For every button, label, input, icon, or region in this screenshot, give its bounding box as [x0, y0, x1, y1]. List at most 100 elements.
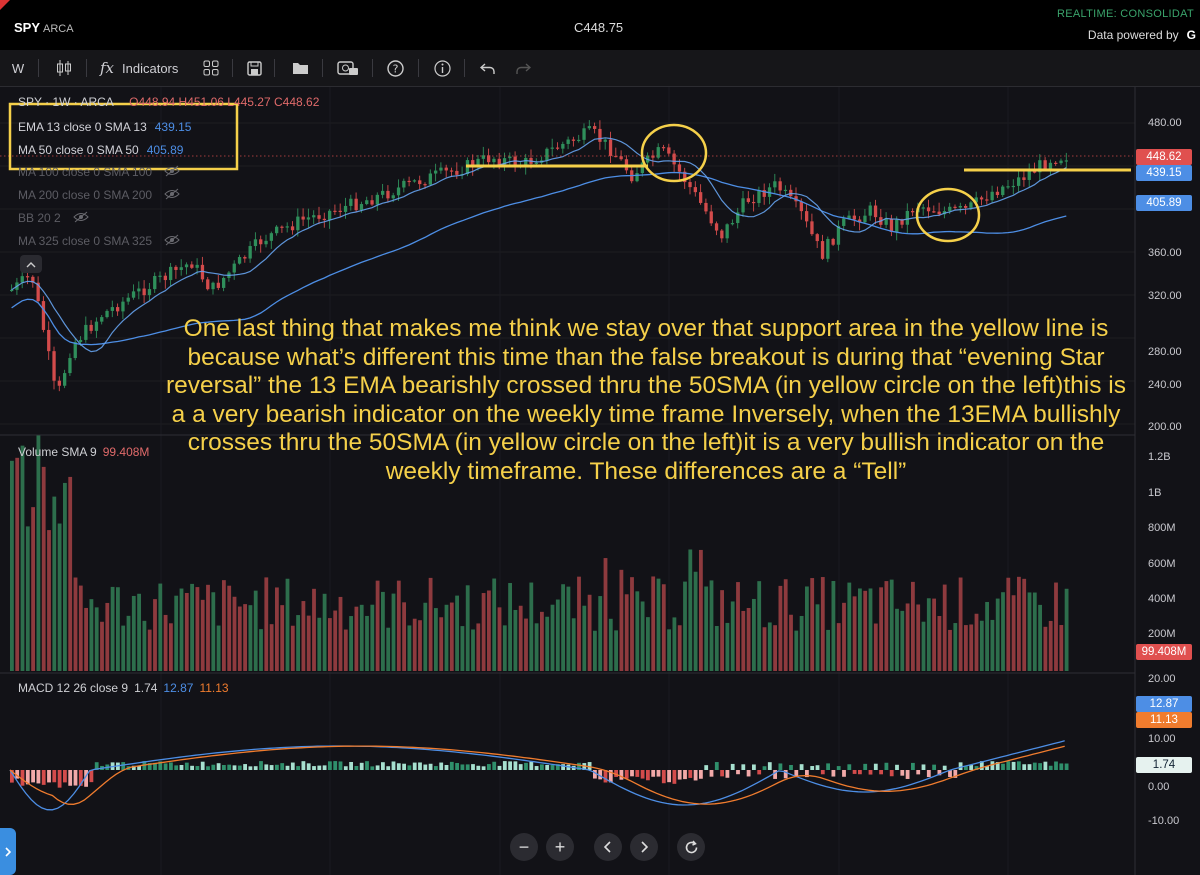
candle-body: [974, 197, 978, 203]
histogram-bar: [1064, 763, 1069, 770]
toolbar-divider: [86, 59, 87, 77]
chevron-left-icon: [604, 841, 611, 853]
indicator-bb[interactable]: BB 20 2: [18, 211, 89, 226]
histogram-bar: [555, 764, 560, 770]
volume-bar: [31, 507, 35, 671]
collapse-legend-button[interactable]: [20, 255, 42, 273]
volume-bar: [169, 623, 173, 671]
volume-bar: [619, 569, 624, 671]
templates-icon[interactable]: [202, 58, 220, 78]
candle-body: [492, 158, 496, 163]
folder-icon[interactable]: [291, 58, 309, 78]
candle-body: [1043, 160, 1047, 170]
volume-bar: [354, 606, 359, 671]
volume-bar: [757, 581, 762, 671]
volume-legend[interactable]: Volume SMA 9 99.408M: [18, 445, 150, 459]
hidden-eye-icon[interactable]: [164, 234, 180, 249]
histogram-bar: [953, 770, 958, 778]
indicator-ema13[interactable]: EMA 13 close 0 SMA 13 439.15: [18, 120, 192, 134]
scroll-left-button[interactable]: [594, 833, 622, 861]
volume-bar: [518, 605, 523, 671]
volume-bar: [1048, 620, 1053, 671]
symbol-title[interactable]: SPY ARCA: [14, 20, 74, 35]
candle-body: [799, 201, 803, 212]
histogram-bar: [52, 770, 57, 783]
candle-body: [449, 170, 454, 172]
histogram-bar: [619, 770, 624, 780]
indicator-ma325[interactable]: MA 325 close 0 SMA 325: [18, 234, 180, 249]
volume-bar: [73, 577, 78, 671]
volume-bar: [964, 625, 968, 671]
histogram-bar: [1059, 763, 1064, 770]
save-icon[interactable]: [246, 58, 262, 78]
indicator-ma100[interactable]: MA 100 close 0 SMA 100: [18, 165, 180, 180]
volume-bar: [783, 579, 788, 671]
volume-bar: [529, 582, 534, 671]
scroll-right-button[interactable]: [630, 833, 658, 861]
back-corner-icon[interactable]: [0, 0, 10, 10]
candle-body: [1022, 177, 1026, 180]
help-icon[interactable]: ?: [386, 58, 404, 78]
histogram-bar: [746, 770, 751, 777]
indicator-ma200[interactable]: MA 200 close 0 SMA 200: [18, 188, 180, 203]
volume-bar: [990, 619, 995, 671]
candle-body: [905, 210, 909, 225]
volume-bar: [815, 604, 820, 671]
candle-body: [577, 139, 581, 142]
histogram-bar: [121, 762, 126, 770]
volume-bar: [306, 615, 311, 671]
candle-body: [497, 158, 501, 166]
indicators-button[interactable]: fx Indicators: [100, 59, 179, 77]
histogram-bar: [656, 770, 661, 777]
volume-bar: [57, 523, 62, 671]
toolbar-divider: [38, 59, 39, 77]
snapshot-icon[interactable]: [336, 58, 360, 78]
volume-bar: [269, 624, 274, 671]
volume-bar: [720, 590, 724, 671]
zoom-out-button[interactable]: −: [510, 833, 538, 861]
histogram-bar: [68, 770, 73, 786]
indicator-sma50[interactable]: MA 50 close 0 SMA 50 405.89: [18, 143, 184, 157]
macd-legend[interactable]: MACD 12 26 close 9 1.74 12.87 11.13: [18, 681, 229, 695]
candlestick-icon[interactable]: [54, 58, 74, 78]
candle-body: [328, 210, 332, 221]
volume-bar: [1022, 578, 1027, 671]
highlight-box: [8, 102, 239, 171]
undo-icon[interactable]: [479, 58, 497, 78]
volume-bar: [889, 579, 894, 671]
chart-canvas[interactable]: [0, 87, 1200, 875]
candle-body: [179, 267, 183, 270]
hidden-eye-icon[interactable]: [164, 188, 180, 203]
candle-body: [481, 155, 485, 159]
candle-body: [709, 211, 713, 224]
volume-bar: [958, 577, 963, 671]
volume-bar: [497, 607, 502, 671]
volume-bar: [147, 629, 152, 671]
redo-icon[interactable]: [514, 58, 532, 78]
volume-bar: [820, 577, 825, 671]
hidden-eye-icon[interactable]: [164, 165, 180, 180]
histogram-bar: [248, 766, 253, 770]
histogram-bar: [842, 770, 846, 777]
reset-chart-button[interactable]: [677, 833, 705, 861]
volume-bar: [608, 618, 613, 671]
side-panel-tab[interactable]: [0, 828, 16, 875]
macd-line: [9, 740, 1065, 811]
volume-bar: [831, 580, 836, 671]
volume-bar: [916, 604, 921, 671]
histogram-bar: [15, 770, 20, 779]
candle-body: [63, 373, 67, 386]
candle-body: [174, 266, 178, 270]
histogram-bar: [524, 762, 528, 770]
histogram-bar: [757, 770, 762, 775]
volume-bar: [179, 588, 184, 671]
candle-body: [534, 162, 538, 164]
hidden-eye-icon[interactable]: [72, 211, 89, 226]
info-icon[interactable]: [433, 58, 451, 78]
candle-body: [587, 126, 591, 129]
candle-body: [1017, 177, 1021, 186]
histogram-bar: [762, 766, 767, 770]
zoom-in-button[interactable]: +: [546, 833, 574, 861]
candle-body: [561, 143, 565, 149]
interval-button[interactable]: W: [11, 60, 25, 76]
